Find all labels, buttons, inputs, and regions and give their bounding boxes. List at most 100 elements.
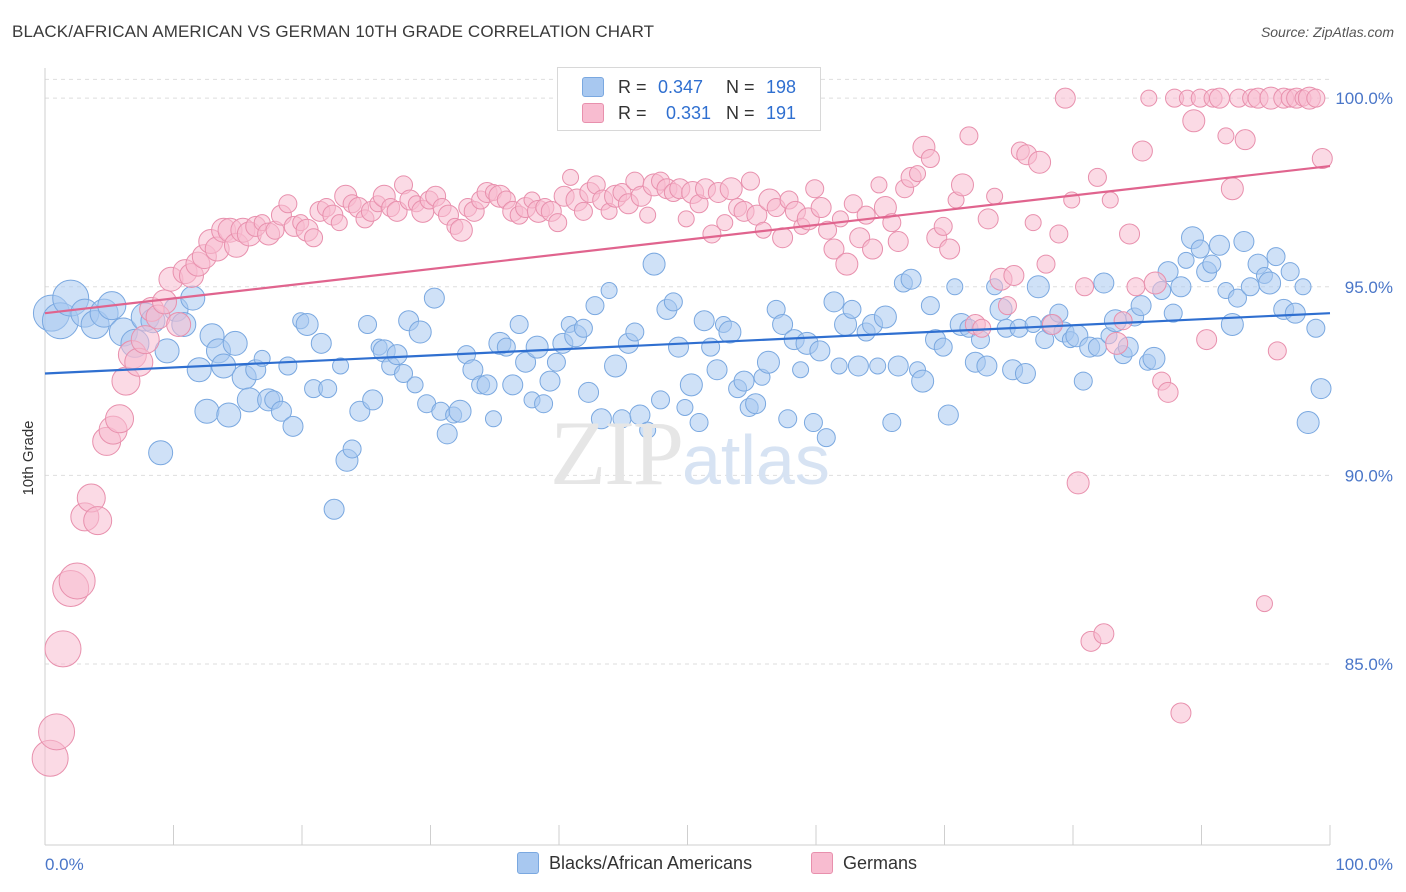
- germans-point: [702, 224, 722, 244]
- blacks-point: [933, 337, 953, 357]
- legend-r-label: R =: [618, 76, 647, 97]
- blacks-point: [1306, 318, 1326, 338]
- legend-r-label: R =: [618, 102, 647, 123]
- legend-swatch-blue: [517, 852, 539, 874]
- blacks-point: [323, 498, 345, 520]
- blacks-point: [887, 355, 909, 377]
- blacks-point: [406, 376, 424, 394]
- blacks-point: [546, 352, 566, 372]
- germans-point: [716, 214, 734, 232]
- blacks-point: [1266, 247, 1286, 267]
- germans-point: [870, 176, 888, 194]
- blacks-point: [484, 410, 502, 428]
- blacks-point: [911, 369, 935, 393]
- blacks-point: [278, 356, 298, 376]
- germans-point: [548, 213, 568, 233]
- germans-point: [719, 177, 743, 201]
- blacks-point: [689, 413, 709, 433]
- source-label: Source: ZipAtlas.com: [1260, 24, 1394, 40]
- germans-point: [843, 194, 863, 214]
- germans-point: [1267, 341, 1287, 361]
- blacks-point: [1026, 275, 1050, 299]
- germans-point: [740, 171, 760, 191]
- legend-r-value: 0.347: [658, 76, 704, 97]
- germans-point: [1196, 329, 1218, 351]
- germans-point: [573, 201, 593, 221]
- blacks-point: [1258, 271, 1282, 295]
- trend-lines: [44, 164, 1331, 375]
- germans-point: [959, 126, 979, 146]
- blacks-point: [295, 312, 319, 336]
- germans-point: [1217, 127, 1235, 145]
- blacks-point: [920, 296, 940, 316]
- germans-point: [1101, 191, 1119, 209]
- germans-point: [997, 296, 1017, 316]
- blacks-point: [1233, 231, 1255, 253]
- germans-point: [835, 252, 859, 276]
- axes: [44, 68, 1331, 846]
- blacks-point: [1073, 371, 1093, 391]
- blacks-point: [639, 421, 657, 439]
- blacks-point: [756, 350, 780, 374]
- germans-point: [1220, 177, 1244, 201]
- germans-point: [1075, 277, 1095, 297]
- blacks-point: [585, 296, 605, 316]
- chart-title: BLACK/AFRICAN AMERICAN VS GERMAN 10TH GR…: [12, 22, 655, 41]
- blacks-point: [1280, 262, 1300, 282]
- blacks-point: [318, 379, 338, 399]
- germans-point: [58, 562, 96, 600]
- blacks-point: [792, 361, 810, 379]
- blacks-point: [515, 351, 537, 373]
- germans-point: [1255, 595, 1273, 613]
- blacks-point: [1170, 276, 1192, 298]
- legend-n-label: N =: [726, 76, 755, 97]
- germans-point: [1024, 214, 1042, 232]
- x-tick-label: 0.0%: [45, 855, 84, 874]
- legend-item-germans: Germans: [811, 852, 917, 874]
- blacks-point: [525, 335, 549, 359]
- blacks-point: [823, 291, 845, 313]
- germans-point: [856, 205, 876, 225]
- blacks-point: [216, 402, 242, 428]
- watermark-atlas: atlas: [682, 421, 830, 499]
- germans-point: [909, 165, 927, 183]
- legend-label-blacks: Blacks/African Americans: [549, 852, 753, 873]
- blacks-point: [803, 413, 823, 433]
- blacks-point: [282, 415, 304, 437]
- blacks-point: [342, 439, 362, 459]
- germans-point: [449, 218, 473, 242]
- blacks-point: [842, 299, 862, 319]
- germans-point: [810, 197, 832, 219]
- blacks-point: [578, 381, 600, 403]
- legend-swatch-blue: [582, 77, 604, 97]
- blacks-point: [733, 370, 755, 392]
- series-germans: [31, 86, 1333, 777]
- blacks-point: [1284, 302, 1306, 324]
- germans-point: [1182, 109, 1206, 133]
- blacks-point: [539, 370, 561, 392]
- blacks-point: [701, 337, 721, 357]
- blacks-point: [1093, 272, 1115, 294]
- legend-row-germans: R = 0.331 N = 191: [582, 101, 796, 125]
- germans-point: [1140, 89, 1158, 107]
- blacks-point: [496, 337, 516, 357]
- germans-point: [1003, 264, 1025, 286]
- blacks-point: [310, 332, 332, 354]
- blacks-point: [1294, 278, 1312, 296]
- blacks-point: [222, 330, 248, 356]
- blacks-point: [270, 400, 292, 422]
- germans-point: [823, 238, 845, 260]
- germans-point: [772, 227, 794, 249]
- blacks-point: [1310, 378, 1332, 400]
- blacks-point: [148, 440, 174, 466]
- germans-point: [152, 289, 178, 315]
- blacks-point: [1240, 277, 1260, 297]
- blacks-point: [600, 282, 618, 300]
- legend-swatch-pink: [582, 103, 604, 123]
- blacks-point: [946, 278, 964, 296]
- blacks-point: [718, 320, 742, 344]
- blacks-point: [386, 344, 408, 366]
- blacks-point: [1190, 239, 1210, 259]
- blacks-point: [448, 399, 472, 423]
- legend-item-blacks: Blacks/African Americans: [517, 852, 752, 874]
